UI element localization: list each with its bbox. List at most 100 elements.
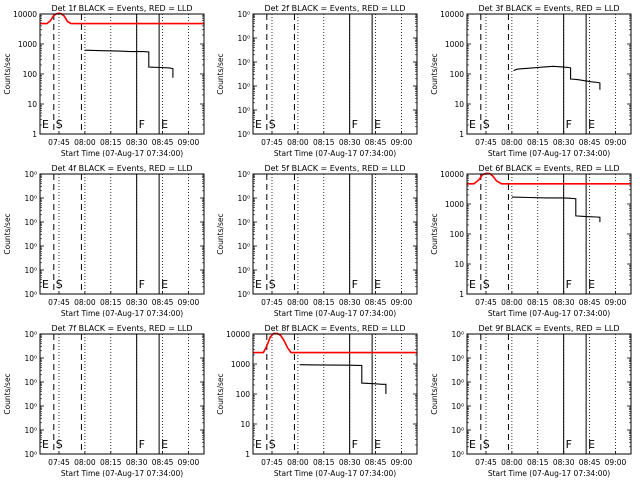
- y-tick-label: 10⁰: [451, 450, 464, 459]
- event-marker-label: E: [588, 438, 595, 451]
- plot-frame: [39, 13, 205, 135]
- x-axis-label: Start Time (07-Aug-17 07:34:00): [274, 309, 396, 318]
- event-marker-label: E: [161, 438, 168, 451]
- y-tick-label: 10⁰: [237, 130, 250, 139]
- x-tick-label: 08:30: [339, 138, 361, 147]
- x-tick-label: 08:45: [365, 138, 387, 147]
- plot-frame: [252, 173, 418, 295]
- x-tick-label: 07:45: [475, 458, 497, 467]
- plot-frame: [252, 333, 418, 455]
- event-marker-label: S: [483, 278, 490, 291]
- x-tick-label: 08:30: [553, 458, 575, 467]
- x-tick-label: 07:45: [48, 138, 70, 147]
- lld-series-line: [467, 172, 631, 185]
- plot-frame: [39, 333, 205, 455]
- x-tick-label: 08:30: [553, 138, 575, 147]
- y-tick-label: 10⁰: [451, 378, 464, 387]
- events-series-line: [84, 49, 174, 78]
- x-tick-label: 09:00: [605, 458, 627, 467]
- event-marker-label: E: [42, 278, 49, 291]
- y-tick-label: 10⁰: [24, 194, 37, 203]
- y-axis-label: Counts/sec: [216, 213, 225, 254]
- event-marker-label: F: [139, 278, 145, 291]
- events-series-line: [511, 196, 601, 223]
- x-tick-label: 08:45: [579, 458, 601, 467]
- chart-panel-2: Det 2f BLACK = Events, RED = LLD 07:45 08:…: [216, 4, 418, 158]
- chart-panel-3: Det 3f BLACK = Events, RED = LLD 07:45 08:…: [430, 4, 632, 158]
- y-axis-label: Counts/sec: [430, 213, 439, 254]
- event-marker-label: F: [566, 438, 572, 451]
- chart-panel-5: Det 5f BLACK = Events, RED = LLD 07:45 08:…: [216, 164, 418, 318]
- x-tick-label: 08:45: [579, 298, 601, 307]
- y-tick-label: 1: [32, 130, 37, 139]
- x-tick-label: 08:45: [579, 138, 601, 147]
- y-tick-label: 10⁰: [237, 242, 250, 251]
- x-tick-label: 08:30: [126, 138, 148, 147]
- y-tick-label: 10⁰: [237, 170, 250, 179]
- event-marker-label: E: [374, 118, 381, 131]
- x-axis-label: Start Time (07-Aug-17 07:34:00): [488, 309, 610, 318]
- y-tick-label: 10⁰: [451, 402, 464, 411]
- lld-series-line: [40, 12, 204, 25]
- x-tick-label: 08:45: [365, 298, 387, 307]
- x-tick-label: 09:00: [605, 298, 627, 307]
- x-tick-label: 08:15: [313, 298, 335, 307]
- x-tick-label: 08:15: [313, 458, 335, 467]
- x-tick-label: 08:45: [152, 298, 174, 307]
- x-tick-label: 07:45: [261, 298, 283, 307]
- event-marker-label: E: [255, 278, 262, 291]
- chart-panel-6: Det 6f BLACK = Events, RED = LLD 07:45 08:…: [430, 164, 632, 318]
- x-tick-label: 08:15: [527, 298, 549, 307]
- x-tick-label: 08:15: [100, 298, 122, 307]
- y-tick-label: 10⁰: [24, 170, 37, 179]
- event-marker-label: S: [56, 278, 63, 291]
- chart-title: Det 1f BLACK = Events, RED = LLD: [51, 4, 192, 13]
- y-tick-label: 10⁰: [24, 402, 37, 411]
- x-tick-label: 08:00: [74, 458, 96, 467]
- x-tick-label: 09:00: [391, 138, 413, 147]
- x-tick-label: 07:45: [48, 458, 70, 467]
- y-tick-label: 10⁰: [237, 194, 250, 203]
- chart-title: Det 2f BLACK = Events, RED = LLD: [264, 4, 405, 13]
- x-tick-label: 08:00: [287, 458, 309, 467]
- x-tick-label: 07:45: [261, 458, 283, 467]
- chart-title: Det 4f BLACK = Events, RED = LLD: [51, 164, 192, 173]
- event-marker-label: S: [483, 438, 490, 451]
- y-axis-label: Counts/sec: [430, 53, 439, 94]
- x-axis-label: Start Time (07-Aug-17 07:34:00): [61, 469, 183, 478]
- y-axis-label: Counts/sec: [430, 373, 439, 414]
- events-series-line: [513, 65, 601, 90]
- x-axis-label: Start Time (07-Aug-17 07:34:00): [274, 149, 396, 158]
- y-tick-label: 1000: [18, 40, 37, 49]
- y-tick-label: 10: [454, 260, 464, 269]
- chart-panel-8: Det 8f BLACK = Events, RED = LLD 07:45 08:…: [216, 324, 418, 478]
- event-marker-label: S: [269, 118, 276, 131]
- event-marker-label: E: [161, 118, 168, 131]
- x-axis-label: Start Time (07-Aug-17 07:34:00): [488, 469, 610, 478]
- x-tick-label: 08:00: [501, 458, 523, 467]
- y-tick-label: 1000: [445, 200, 464, 209]
- x-tick-label: 08:00: [501, 298, 523, 307]
- event-marker-label: E: [374, 278, 381, 291]
- x-tick-label: 07:45: [48, 298, 70, 307]
- x-tick-label: 09:00: [391, 298, 413, 307]
- y-axis-label: Counts/sec: [3, 373, 12, 414]
- plot-frame: [466, 333, 632, 455]
- y-tick-label: 10⁰: [24, 290, 37, 299]
- event-marker-label: F: [139, 438, 145, 451]
- event-marker-label: E: [469, 278, 476, 291]
- y-tick-label: 10⁰: [451, 330, 464, 339]
- chart-panel-7: Det 7f BLACK = Events, RED = LLD 07:45 08:…: [3, 324, 205, 478]
- x-tick-label: 08:00: [74, 138, 96, 147]
- y-tick-label: 1: [459, 290, 464, 299]
- y-tick-label: 10⁰: [237, 82, 250, 91]
- y-tick-label: 10⁰: [24, 354, 37, 363]
- event-marker-label: E: [374, 438, 381, 451]
- y-tick-label: 10⁰: [237, 290, 250, 299]
- y-tick-label: 10: [454, 100, 464, 109]
- event-marker-label: F: [566, 118, 572, 131]
- x-tick-label: 08:30: [339, 298, 361, 307]
- y-tick-label: 1000: [445, 40, 464, 49]
